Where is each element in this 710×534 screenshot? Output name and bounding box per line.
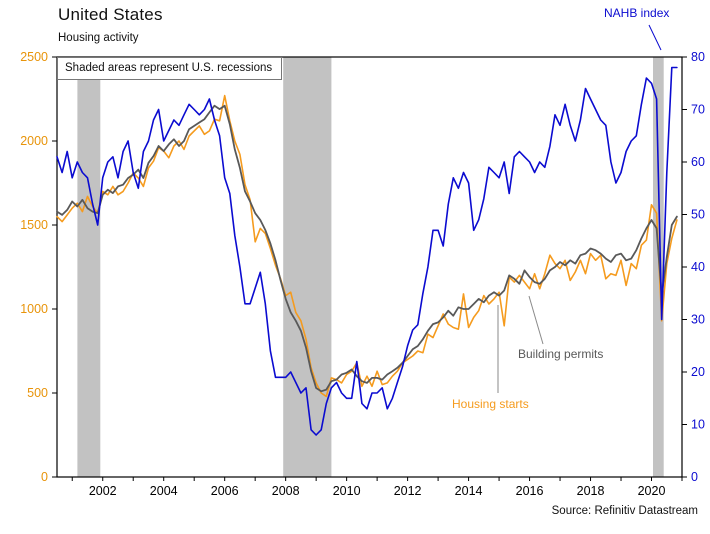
right-axis-label: 50 <box>691 208 705 222</box>
right-axis-label: 60 <box>691 155 705 169</box>
right-axis-label: 20 <box>691 365 705 379</box>
building-permits-connector <box>528 295 544 345</box>
series-nahb-index <box>56 66 678 436</box>
nahb-index-series-label: NAHB index <box>604 6 670 20</box>
left-axis-label: 1000 <box>20 302 48 316</box>
left-axis-label: 1500 <box>20 218 48 232</box>
building-permits-series-label: Building permits <box>518 347 604 361</box>
x-axis-label: 2018 <box>577 484 605 498</box>
page-title: United States <box>58 5 163 24</box>
left-axis-label: 2500 <box>20 50 48 64</box>
nahb-index-connector <box>648 24 662 51</box>
left-axis-label: 0 <box>41 470 48 484</box>
x-axis-label: 2014 <box>455 484 483 498</box>
left-axis-label: 2000 <box>20 134 48 148</box>
right-axis-label: 70 <box>691 103 705 117</box>
x-axis-label: 2004 <box>150 484 178 498</box>
plot-frame <box>56 56 683 478</box>
recession-note-box: Shaded areas represent U.S. recessions <box>57 57 283 80</box>
right-axis-label: 0 <box>691 470 698 484</box>
x-axis-label: 2020 <box>638 484 666 498</box>
chart-subtitle: Housing activity <box>58 32 139 44</box>
x-axis-label: 2010 <box>333 484 361 498</box>
right-axis-label: 30 <box>691 313 705 327</box>
x-axis-label: 2016 <box>516 484 544 498</box>
x-axis-label: 2012 <box>394 484 422 498</box>
left-axis-label: 500 <box>27 386 48 400</box>
recession-band <box>77 57 101 477</box>
x-axis-label: 2002 <box>89 484 117 498</box>
x-axis-label: 2006 <box>211 484 239 498</box>
source-attribution: Source: Refinitiv Datastream <box>551 505 698 517</box>
recession-band <box>283 57 332 477</box>
x-axis-label: 2008 <box>272 484 300 498</box>
series-building-permits <box>56 104 678 393</box>
housing-starts-series-label: Housing starts <box>452 397 529 411</box>
right-axis-label: 10 <box>691 418 705 432</box>
right-axis-label: 80 <box>691 50 705 64</box>
right-axis-label: 40 <box>691 260 705 274</box>
